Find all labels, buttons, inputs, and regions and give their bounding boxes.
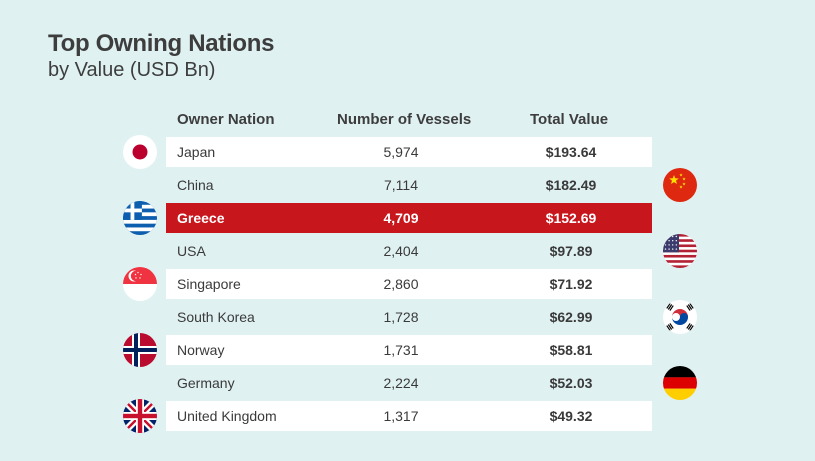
norway-flag-icon bbox=[123, 333, 157, 367]
germany-flag-icon bbox=[663, 366, 697, 400]
header-owner-nation: Owner Nation bbox=[177, 111, 275, 128]
table-row: United Kingdom 1,317 $49.32 bbox=[166, 401, 652, 431]
header-total-value: Total Value bbox=[530, 111, 609, 128]
vessels-cell: 1,731 bbox=[383, 342, 419, 358]
nation-cell: Germany bbox=[177, 375, 235, 391]
vessels-cell: 2,404 bbox=[383, 243, 419, 259]
nation-cell: China bbox=[177, 177, 214, 193]
vessels-cell: 2,860 bbox=[383, 276, 419, 292]
value-cell: $193.64 bbox=[545, 144, 597, 160]
vessels-cell: 7,114 bbox=[384, 177, 418, 193]
table-row: Singapore 2,860 $71.92 bbox=[166, 269, 652, 299]
vessels-cell: 4,709 bbox=[383, 210, 419, 226]
usa-flag-icon bbox=[663, 234, 697, 268]
nation-cell: Japan bbox=[177, 144, 216, 160]
table-row: China 7,114 $182.49 bbox=[166, 170, 652, 200]
nation-cell: United Kingdom bbox=[177, 408, 277, 424]
value-cell: $58.81 bbox=[549, 342, 593, 358]
nation-cell: Norway bbox=[177, 342, 225, 358]
chart-subtitle: by Value (USD Bn) bbox=[48, 59, 216, 81]
vessels-cell: 5,974 bbox=[383, 144, 419, 160]
nation-cell: South Korea bbox=[177, 309, 255, 325]
uk-flag-icon bbox=[123, 399, 157, 433]
china-flag-icon bbox=[663, 168, 697, 202]
nation-cell: Singapore bbox=[177, 276, 241, 292]
table-row: South Korea 1,728 $62.99 bbox=[166, 302, 652, 332]
chart-title: Top Owning Nations bbox=[48, 30, 275, 57]
singapore-flag-icon bbox=[123, 267, 157, 301]
value-cell: $49.32 bbox=[549, 408, 593, 424]
table-row: Germany 2,224 $52.03 bbox=[166, 368, 652, 398]
value-cell: $71.92 bbox=[549, 276, 593, 292]
table-row: Greece 4,709 $152.69 bbox=[166, 203, 652, 233]
japan-flag-icon bbox=[123, 135, 157, 169]
table-row: USA 2,404 $97.89 bbox=[166, 236, 652, 266]
value-cell: $182.49 bbox=[545, 177, 597, 193]
table-row: Norway 1,731 $58.81 bbox=[166, 335, 652, 365]
greece-flag-icon bbox=[123, 201, 157, 235]
south-korea-flag-icon bbox=[663, 300, 697, 334]
value-cell: $97.89 bbox=[549, 243, 593, 259]
vessels-cell: 1,317 bbox=[383, 408, 419, 424]
nation-cell: Greece bbox=[177, 210, 225, 226]
value-cell: $52.03 bbox=[549, 375, 593, 391]
nation-cell: USA bbox=[177, 243, 206, 259]
header-number-of-vessels: Number of Vessels bbox=[337, 111, 472, 128]
value-cell: $62.99 bbox=[549, 309, 593, 325]
nations-table: Japan 5,974 $193.64 China 7,114 $182.49 Greece… bbox=[166, 137, 652, 434]
table-row: Japan 5,974 $193.64 bbox=[166, 137, 652, 167]
value-cell: $152.69 bbox=[545, 210, 597, 226]
vessels-cell: 2,224 bbox=[383, 375, 419, 391]
vessels-cell: 1,728 bbox=[383, 309, 419, 325]
